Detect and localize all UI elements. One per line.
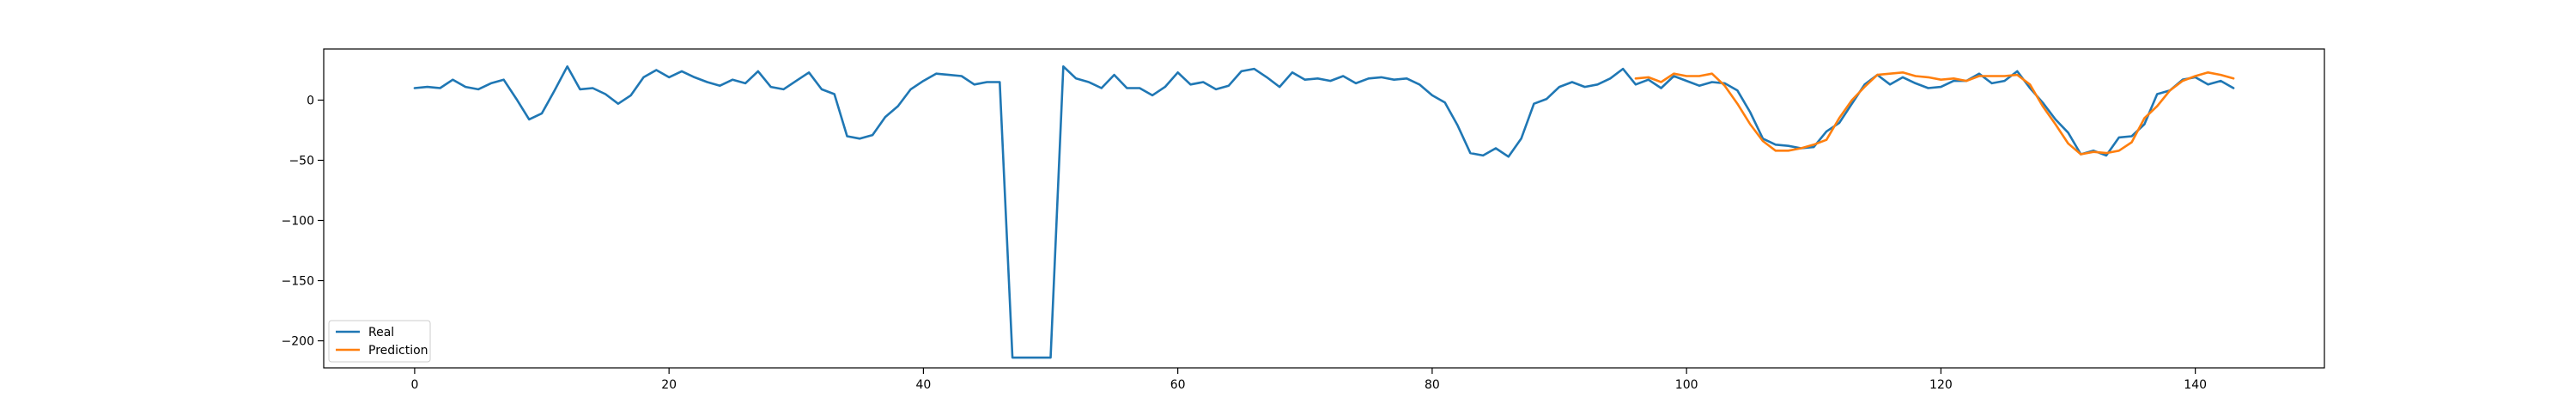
x-tick-label: 20 <box>661 378 677 392</box>
x-tick-label: 60 <box>1170 378 1186 392</box>
x-tick-label: 0 <box>410 378 418 392</box>
series-line-real <box>413 65 2235 359</box>
x-tick-label: 40 <box>915 378 931 392</box>
x-tick-label: 100 <box>1675 378 1698 392</box>
x-tick-label: 80 <box>1425 378 1440 392</box>
legend: Real Prediction <box>328 320 431 363</box>
y-tick-label: 0 <box>307 95 314 108</box>
series-line-prediction <box>1634 71 2235 156</box>
y-tick-label: −200 <box>282 335 314 349</box>
legend-label-real: Real <box>368 326 394 340</box>
y-tick-label: −150 <box>282 275 314 289</box>
legend-label-prediction: Prediction <box>368 344 428 358</box>
x-tick-label: 120 <box>1929 378 1953 392</box>
x-axis: 0 20 40 60 80 100 120 140 <box>410 368 2207 392</box>
y-tick-label: −50 <box>289 155 314 168</box>
plot-area-frame <box>323 48 2325 369</box>
y-axis: 0 −50 −100 −150 −200 <box>282 95 324 349</box>
x-tick-label: 140 <box>2184 378 2207 392</box>
y-tick-label: −100 <box>282 215 314 229</box>
series-layer <box>413 65 2235 359</box>
